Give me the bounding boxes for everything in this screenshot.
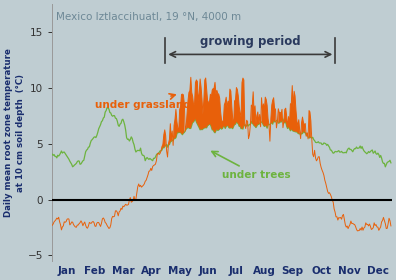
Text: under grassland: under grassland [95, 94, 190, 110]
Text: growing period: growing period [200, 35, 301, 48]
Text: under trees: under trees [212, 151, 291, 180]
Text: Mexico Iztlaccihuatl, 19 °N, 4000 m: Mexico Iztlaccihuatl, 19 °N, 4000 m [55, 12, 241, 22]
Y-axis label: Daily mean root zone temperature
at 10 cm soil depth  (°C): Daily mean root zone temperature at 10 c… [4, 48, 25, 217]
